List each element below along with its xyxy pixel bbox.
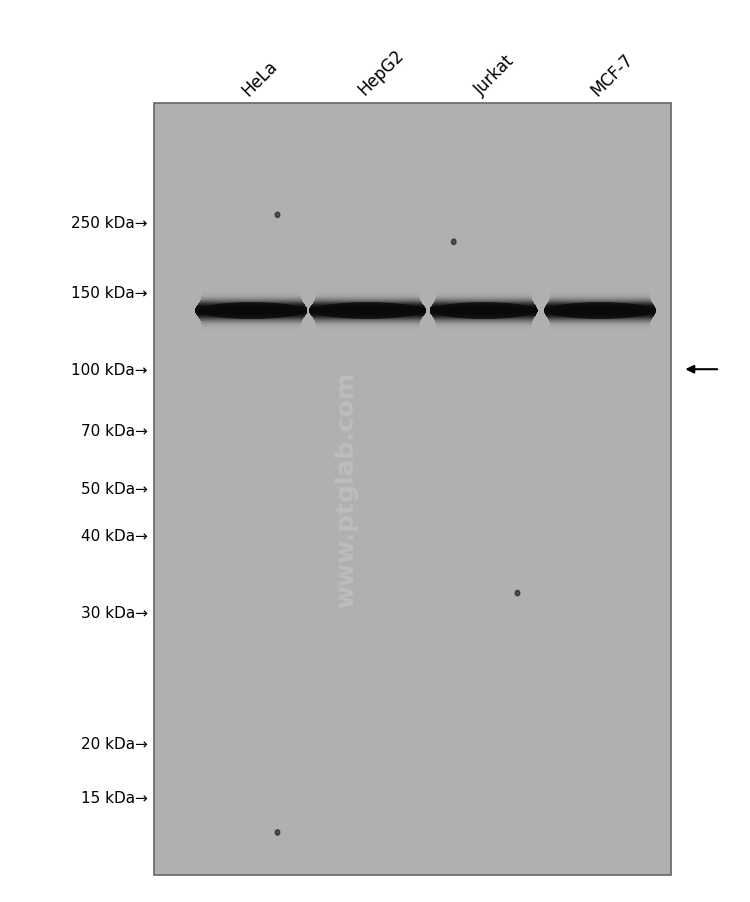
Ellipse shape [198,303,304,319]
Text: MCF-7: MCF-7 [587,50,637,99]
Bar [154,104,671,875]
Text: 150 kDa→: 150 kDa→ [71,285,148,300]
Text: HeLa: HeLa [238,57,281,99]
Circle shape [275,213,280,218]
Text: 50 kDa→: 50 kDa→ [81,482,148,497]
Text: HepG2: HepG2 [355,46,408,99]
Text: 70 kDa→: 70 kDa→ [81,424,148,439]
Text: 250 kDa→: 250 kDa→ [71,216,148,231]
Text: 40 kDa→: 40 kDa→ [81,528,148,543]
Text: 100 kDa→: 100 kDa→ [71,363,148,377]
Text: 15 kDa→: 15 kDa→ [81,790,148,805]
Circle shape [275,830,280,835]
Text: www.ptglab.com: www.ptglab.com [334,372,358,607]
Circle shape [515,591,520,596]
Text: 30 kDa→: 30 kDa→ [81,605,148,621]
Circle shape [452,240,456,245]
Ellipse shape [547,303,653,319]
Text: 20 kDa→: 20 kDa→ [81,736,148,751]
Ellipse shape [312,303,423,319]
Ellipse shape [433,303,535,319]
Text: Jurkat: Jurkat [471,52,518,99]
